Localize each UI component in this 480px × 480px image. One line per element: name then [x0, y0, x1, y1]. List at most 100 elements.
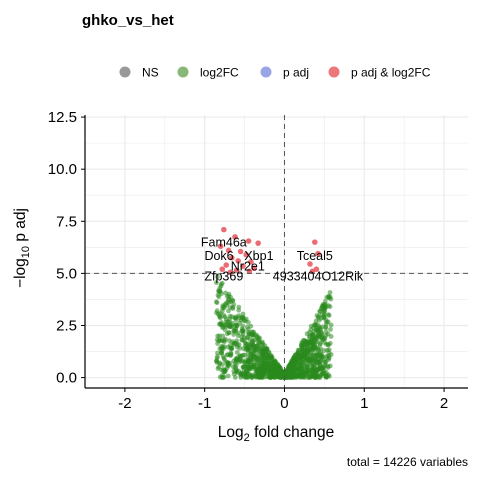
data-point-significant [307, 261, 313, 267]
data-point-log2fc [225, 373, 231, 379]
data-point-log2fc [256, 370, 261, 375]
data-point-log2fc [322, 359, 328, 365]
legend-key [119, 66, 131, 78]
data-point-significant [223, 262, 230, 268]
data-point-log2fc [226, 338, 232, 344]
data-point-log2fc [255, 354, 261, 360]
data-point-log2fc [316, 314, 322, 319]
x-axis-title-suffix: fold change [250, 424, 334, 441]
data-point-log2fc [254, 366, 260, 372]
data-point-log2fc [242, 338, 247, 344]
data-point-log2fc [233, 323, 239, 329]
data-point-log2fc [221, 346, 226, 352]
y-tick-label: 10.0 [48, 161, 77, 178]
data-point-log2fc [326, 313, 332, 318]
data-point-log2fc [317, 341, 323, 347]
data-point-significant [246, 268, 253, 275]
data-point-log2fc [219, 308, 225, 314]
data-point-log2fc [290, 362, 296, 368]
data-point-log2fc [225, 360, 231, 366]
data-point-log2fc [231, 332, 237, 337]
data-point-significant [245, 238, 252, 244]
data-point-log2fc [242, 364, 248, 370]
data-point-log2fc [242, 318, 248, 324]
data-point-log2fc [226, 330, 232, 336]
data-point-log2fc [326, 353, 332, 359]
data-point-log2fc [289, 370, 295, 376]
threshold-lines [85, 115, 468, 388]
data-point-log2fc [308, 327, 314, 333]
data-point-log2fc [308, 323, 314, 329]
data-point-log2fc [312, 374, 317, 380]
legend-label: p adj [283, 66, 309, 80]
data-point-log2fc [322, 335, 327, 341]
data-point-log2fc [215, 311, 221, 317]
data-point-log2fc [313, 352, 319, 358]
x-tick-label: 1 [360, 395, 368, 412]
data-point-log2fc [328, 322, 334, 328]
data-point-log2fc [222, 327, 228, 333]
data-point-log2fc [252, 332, 257, 338]
data-point-log2fc [316, 326, 321, 332]
data-point-log2fc [232, 361, 238, 367]
data-point-log2fc [245, 346, 251, 352]
data-point-log2fc [264, 352, 270, 357]
y-axis-title-prefix: −log [12, 258, 29, 288]
legend-label: log2FC [200, 66, 239, 80]
data-point-significant [235, 258, 241, 264]
y-tick-label: 7.5 [56, 213, 77, 230]
data-point-significant [312, 239, 318, 245]
data-point-log2fc [316, 323, 321, 328]
data-point-log2fc [239, 370, 245, 376]
y-tick-label: 2.5 [56, 317, 77, 334]
data-point-log2fc [262, 355, 268, 361]
x-tick-label: -1 [198, 395, 211, 412]
data-point-log2fc [235, 355, 240, 361]
data-point-log2fc [323, 329, 329, 335]
data-point-log2fc [230, 304, 236, 310]
caption: total = 14226 variables [347, 455, 468, 469]
data-point-log2fc [322, 363, 328, 369]
log2fc-point-cloud [214, 274, 334, 380]
data-point-log2fc [306, 375, 312, 380]
data-point-log2fc [224, 294, 230, 299]
data-point-log2fc [218, 283, 224, 289]
data-point-log2fc [226, 308, 231, 314]
data-point-significant [243, 251, 249, 258]
y-axis-title-suffix: p adj [12, 208, 29, 246]
data-point-significant [225, 247, 232, 254]
data-point-log2fc [239, 328, 245, 334]
data-point-log2fc [240, 311, 246, 317]
chart-title: ghko_vs_het [82, 12, 174, 29]
data-point-significant [232, 234, 238, 240]
data-point-log2fc [320, 303, 326, 309]
data-point-log2fc [259, 374, 265, 380]
y-tick-label: 0.0 [56, 370, 77, 387]
data-point-log2fc [238, 317, 244, 323]
data-point-log2fc [219, 350, 224, 356]
gene-label: Fam46a [201, 235, 247, 249]
data-point-significant [217, 243, 224, 250]
data-point-log2fc [260, 339, 265, 345]
data-point-log2fc [310, 341, 316, 346]
data-point-log2fc [230, 298, 236, 303]
data-point-log2fc [295, 347, 301, 353]
plot-panel [85, 115, 468, 388]
data-point-log2fc [233, 314, 239, 320]
data-point-log2fc [318, 359, 323, 365]
data-point-log2fc [228, 353, 234, 358]
data-point-significant [248, 259, 254, 265]
legend-key [177, 66, 189, 78]
data-point-log2fc [214, 337, 220, 343]
data-point-log2fc [234, 344, 240, 350]
data-point-log2fc [327, 340, 333, 346]
data-point-log2fc [233, 366, 239, 371]
data-point-log2fc [265, 365, 271, 371]
data-point-log2fc [300, 374, 306, 380]
data-point-log2fc [224, 302, 230, 308]
data-point-log2fc [271, 374, 277, 380]
data-point-log2fc [231, 340, 237, 346]
data-point-log2fc [247, 337, 253, 342]
